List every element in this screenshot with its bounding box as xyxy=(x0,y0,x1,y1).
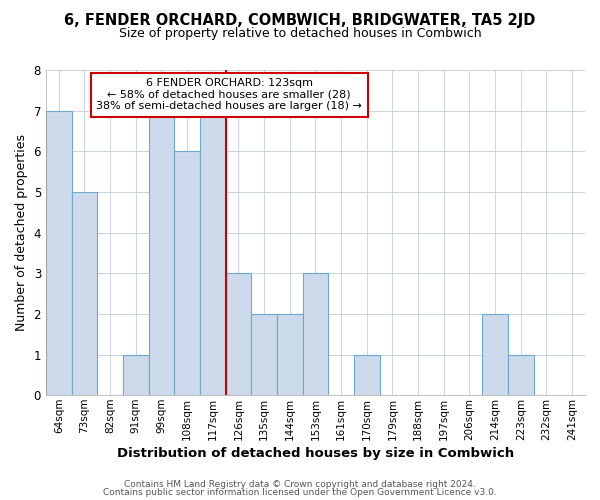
Bar xyxy=(226,273,251,395)
Bar xyxy=(71,192,97,395)
Bar xyxy=(149,110,174,395)
Bar xyxy=(46,110,71,395)
Text: Size of property relative to detached houses in Combwich: Size of property relative to detached ho… xyxy=(119,28,481,40)
X-axis label: Distribution of detached houses by size in Combwich: Distribution of detached houses by size … xyxy=(117,447,514,460)
Bar xyxy=(508,354,533,395)
Bar xyxy=(277,314,302,395)
Bar xyxy=(251,314,277,395)
Bar xyxy=(123,354,149,395)
Text: 6, FENDER ORCHARD, COMBWICH, BRIDGWATER, TA5 2JD: 6, FENDER ORCHARD, COMBWICH, BRIDGWATER,… xyxy=(64,12,536,28)
Bar xyxy=(174,152,200,395)
Text: 6 FENDER ORCHARD: 123sqm
← 58% of detached houses are smaller (28)
38% of semi-d: 6 FENDER ORCHARD: 123sqm ← 58% of detach… xyxy=(96,78,362,112)
Bar xyxy=(302,273,328,395)
Bar xyxy=(482,314,508,395)
Bar xyxy=(200,110,226,395)
Text: Contains HM Land Registry data © Crown copyright and database right 2024.: Contains HM Land Registry data © Crown c… xyxy=(124,480,476,489)
Y-axis label: Number of detached properties: Number of detached properties xyxy=(15,134,28,331)
Bar xyxy=(354,354,380,395)
Text: Contains public sector information licensed under the Open Government Licence v3: Contains public sector information licen… xyxy=(103,488,497,497)
